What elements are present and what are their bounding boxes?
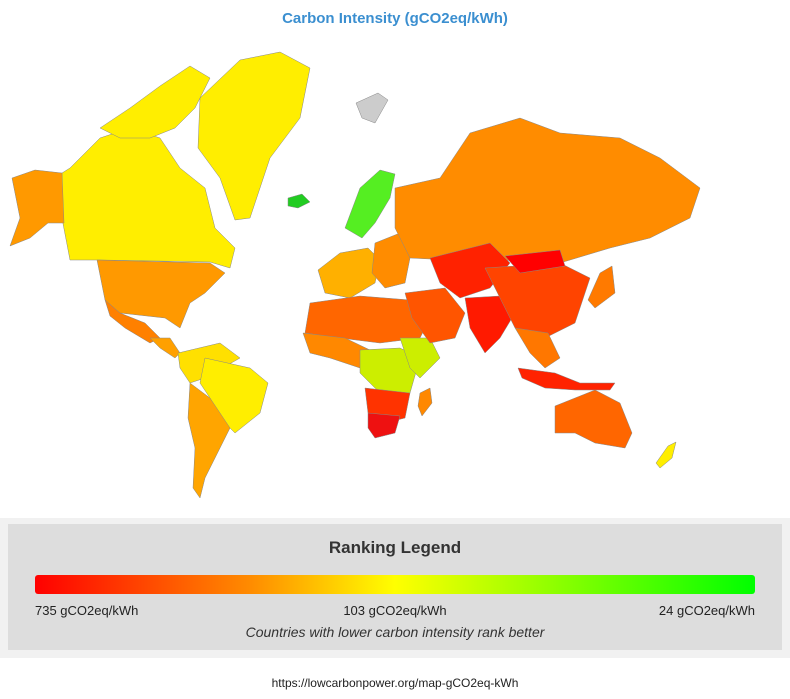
region-russia[interactable] xyxy=(395,118,700,263)
region-australia[interactable] xyxy=(555,390,632,448)
legend-panel: Ranking Legend 735 gCO2eq/kWh 103 gCO2eq… xyxy=(8,524,782,650)
region-south-africa[interactable] xyxy=(368,413,400,438)
region-new-zealand[interactable] xyxy=(656,442,676,468)
region-iceland[interactable] xyxy=(288,194,310,208)
map-title: Carbon Intensity (gCO2eq/kWh) xyxy=(0,10,790,27)
legend-max-label: 24 gCO2eq/kWh xyxy=(659,603,755,618)
world-map xyxy=(0,38,790,512)
region-japan[interactable] xyxy=(588,266,615,308)
region-europe-west[interactable] xyxy=(318,248,380,298)
region-greenland[interactable] xyxy=(198,52,310,220)
legend-title: Ranking Legend xyxy=(8,538,782,558)
region-central-america[interactable] xyxy=(150,338,180,358)
source-url[interactable]: https://lowcarbonpower.org/map-gCO2eq-kW… xyxy=(0,676,790,690)
region-canada-islands[interactable] xyxy=(100,66,210,138)
region-svalbard[interactable] xyxy=(356,93,388,123)
legend-gradient-bar xyxy=(35,575,755,594)
region-madagascar[interactable] xyxy=(418,388,432,416)
region-indonesia[interactable] xyxy=(518,368,615,390)
region-alaska[interactable] xyxy=(10,170,64,246)
region-scandinavia[interactable] xyxy=(345,170,395,238)
legend-note: Countries with lower carbon intensity ra… xyxy=(8,624,782,640)
